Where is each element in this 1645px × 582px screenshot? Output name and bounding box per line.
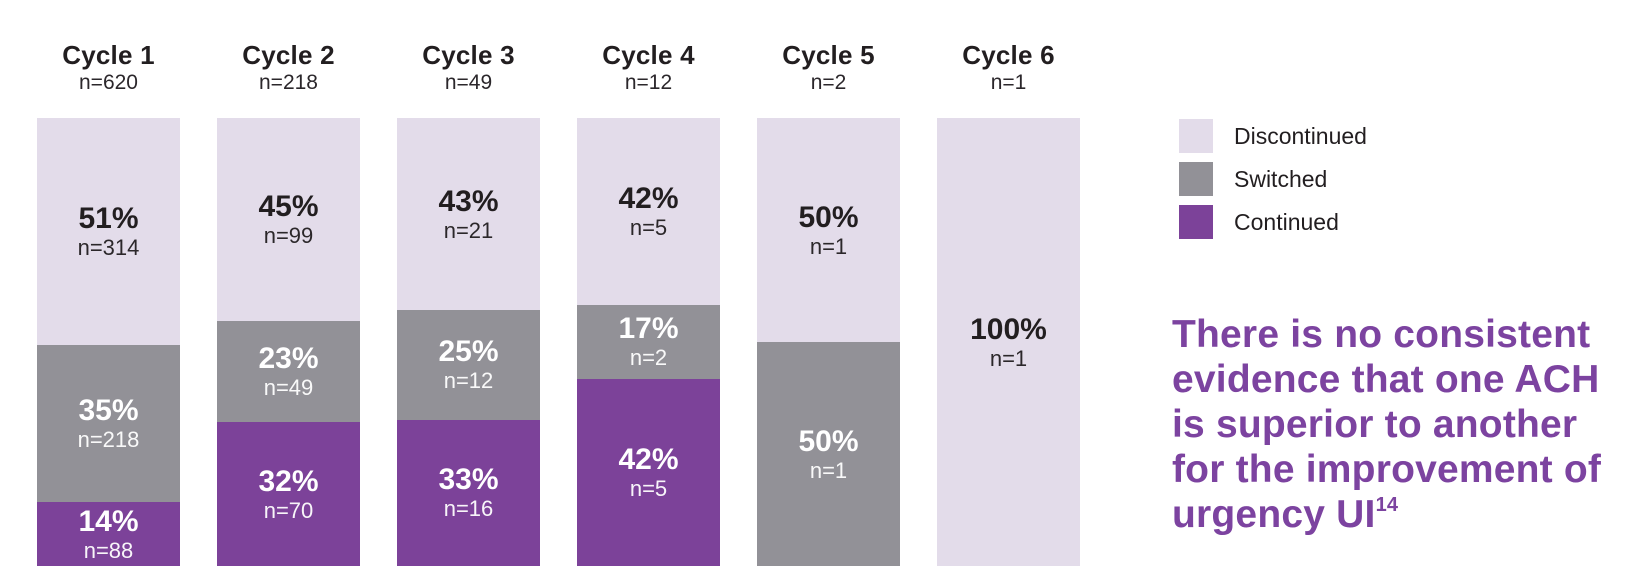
segment-continued: 14% n=88	[37, 502, 180, 566]
stacked-bar: 51% n=314 35% n=218 14% n=88	[37, 118, 180, 566]
segment-switched: 50% n=1	[757, 342, 900, 566]
segment-percent-label: 33%	[438, 463, 499, 497]
key-message-line: is superior to another	[1172, 403, 1578, 446]
stacked-bar-chart: Cycle 1 n=620 51% n=314 35% n=218 14% n=88 Cycle…	[37, 40, 1080, 566]
legend-label: Switched	[1234, 165, 1328, 192]
column-n-label: n=620	[79, 71, 138, 94]
column-n-label: n=12	[624, 71, 673, 94]
segment-percent-label: 51%	[78, 201, 139, 235]
segment-discontinued: 50% n=1	[757, 118, 900, 342]
segment-discontinued: 100% n=1	[937, 118, 1080, 566]
column-n-label: n=49	[444, 71, 493, 94]
column-title: Cycle 6	[962, 40, 1055, 70]
segment-switched: 35% n=218	[37, 344, 180, 503]
column-header: Cycle 6 n=1	[937, 40, 1080, 118]
column-header: Cycle 3 n=49	[397, 40, 540, 118]
bar-column-6: Cycle 6 n=1 100% n=1	[937, 40, 1080, 566]
segment-discontinued: 45% n=99	[217, 118, 360, 322]
column-title: Cycle 3	[422, 40, 515, 70]
segment-n-label: n=314	[77, 234, 140, 260]
segment-n-label: n=5	[629, 476, 668, 502]
segment-percent-label: 25%	[438, 335, 499, 369]
segment-n-label: n=16	[443, 496, 494, 522]
segment-percent-label: 50%	[798, 200, 859, 234]
bar-column-1: Cycle 1 n=620 51% n=314 35% n=218 14% n=88	[37, 40, 180, 566]
legend-item-discontinued: Discontinued	[1179, 119, 1367, 153]
segment-percent-label: 23%	[258, 342, 319, 376]
bar-column-3: Cycle 3 n=49 43% n=21 25% n=12 33% n=16	[397, 40, 540, 566]
column-n-label: n=1	[990, 71, 1027, 94]
legend-label: Continued	[1234, 208, 1339, 235]
key-message-line: evidence that one ACH	[1172, 358, 1600, 401]
segment-n-label: n=1	[809, 233, 848, 259]
segment-n-label: n=70	[263, 497, 314, 523]
key-message-line: for the improvement of	[1172, 448, 1602, 491]
key-message: There is no consistent evidence that one…	[1172, 312, 1601, 537]
column-n-label: n=2	[810, 71, 847, 94]
segment-n-label: n=12	[443, 368, 494, 394]
stacked-bar: 42% n=5 17% n=2 42% n=5	[577, 118, 720, 566]
column-title: Cycle 1	[62, 40, 155, 70]
segment-percent-label: 45%	[258, 190, 319, 224]
segment-percent-label: 14%	[78, 504, 139, 538]
segment-continued: 32% n=70	[217, 422, 360, 566]
legend-label: Discontinued	[1234, 122, 1367, 149]
column-title: Cycle 2	[242, 40, 335, 70]
column-title: Cycle 4	[602, 40, 695, 70]
bar-column-4: Cycle 4 n=12 42% n=5 17% n=2 42% n=5	[577, 40, 720, 566]
segment-n-label: n=88	[83, 537, 134, 563]
segment-percent-label: 50%	[798, 424, 859, 458]
column-header: Cycle 1 n=620	[37, 40, 180, 118]
segment-n-label: n=2	[629, 345, 668, 371]
segment-n-label: n=218	[77, 427, 140, 453]
column-header: Cycle 4 n=12	[577, 40, 720, 118]
segment-percent-label: 42%	[618, 443, 679, 477]
segment-percent-label: 43%	[438, 184, 499, 218]
segment-continued: 42% n=5	[577, 379, 720, 566]
column-n-label: n=218	[259, 71, 318, 94]
segment-percent-label: 32%	[258, 464, 319, 498]
bar-column-5: Cycle 5 n=2 50% n=1 50% n=1	[757, 40, 900, 566]
column-header: Cycle 5 n=2	[757, 40, 900, 118]
segment-discontinued: 51% n=314	[37, 118, 180, 345]
segment-n-label: n=5	[629, 214, 668, 240]
bar-column-2: Cycle 2 n=218 45% n=99 23% n=49 32% n=70	[217, 40, 360, 566]
segment-percent-label: 100%	[970, 312, 1047, 346]
column-header: Cycle 2 n=218	[217, 40, 360, 118]
segment-n-label: n=1	[989, 345, 1028, 371]
stacked-bar: 43% n=21 25% n=12 33% n=16	[397, 118, 540, 566]
segment-n-label: n=49	[263, 375, 314, 401]
segment-percent-label: 17%	[618, 312, 679, 346]
legend-item-switched: Switched	[1179, 162, 1367, 196]
segment-n-label: n=1	[809, 457, 848, 483]
legend-swatch-continued	[1179, 205, 1213, 239]
segment-switched: 25% n=12	[397, 310, 540, 420]
key-message-line: There is no consistent	[1172, 313, 1591, 356]
segment-continued: 33% n=16	[397, 419, 540, 566]
segment-n-label: n=99	[263, 223, 314, 249]
segment-discontinued: 43% n=21	[397, 118, 540, 310]
key-message-line: urgency UI14	[1172, 492, 1601, 537]
key-message-line-text: urgency UI	[1172, 493, 1376, 536]
segment-switched: 17% n=2	[577, 304, 720, 380]
footnote-marker: 14	[1375, 494, 1399, 516]
legend-swatch-discontinued	[1179, 119, 1213, 153]
stacked-bar: 45% n=99 23% n=49 32% n=70	[217, 118, 360, 566]
column-title: Cycle 5	[782, 40, 875, 70]
legend-item-continued: Continued	[1179, 205, 1367, 239]
legend-swatch-switched	[1179, 162, 1213, 196]
segment-n-label: n=21	[443, 217, 494, 243]
stacked-bar: 100% n=1	[937, 118, 1080, 566]
legend: Discontinued Switched Continued	[1179, 119, 1367, 248]
stacked-bar: 50% n=1 50% n=1	[757, 118, 900, 566]
segment-percent-label: 35%	[78, 394, 139, 428]
segment-switched: 23% n=49	[217, 321, 360, 423]
segment-percent-label: 42%	[618, 181, 679, 215]
segment-discontinued: 42% n=5	[577, 118, 720, 305]
